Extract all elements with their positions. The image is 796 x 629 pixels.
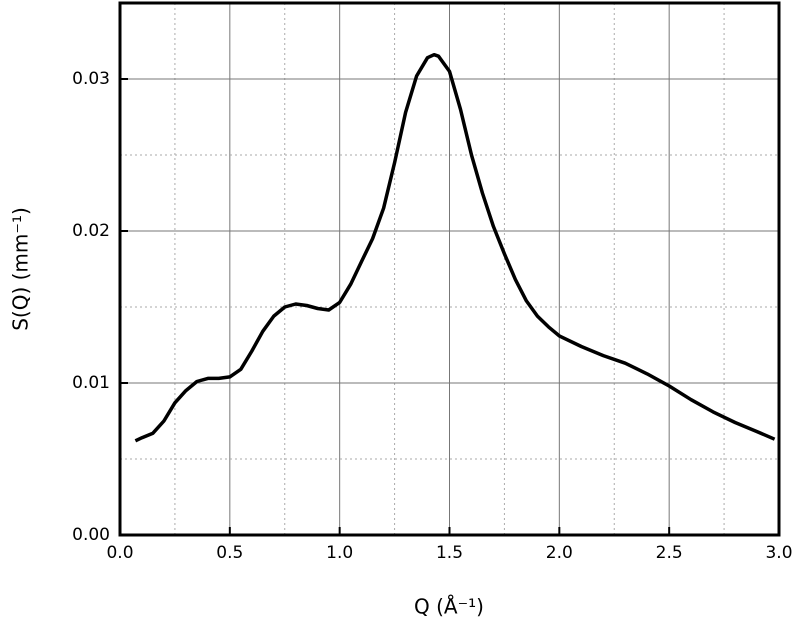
x-tick-label: 2.5	[656, 543, 683, 563]
x-tick-label: 0.0	[106, 543, 133, 563]
x-tick-label: 1.0	[326, 543, 353, 563]
y-axis-label: S(Q) (mm⁻¹)	[9, 207, 33, 331]
data-line	[134, 52, 776, 443]
y-tick-label: 0.01	[72, 373, 110, 393]
y-tick-label: 0.03	[72, 69, 110, 89]
y-tick-label: 0.00	[72, 525, 110, 545]
x-tick-label: 2.0	[546, 543, 573, 563]
y-tick-label: 0.02	[72, 221, 110, 241]
x-tick-label: 0.5	[216, 543, 243, 563]
x-tick-label: 1.5	[436, 543, 463, 563]
plot-frame	[118, 1, 781, 537]
x-axis-label: Q (Å⁻¹)	[414, 595, 484, 619]
x-tick-label: 3.0	[765, 543, 792, 563]
